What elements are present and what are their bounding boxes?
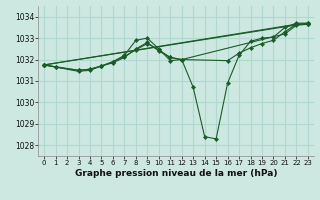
X-axis label: Graphe pression niveau de la mer (hPa): Graphe pression niveau de la mer (hPa) [75, 169, 277, 178]
